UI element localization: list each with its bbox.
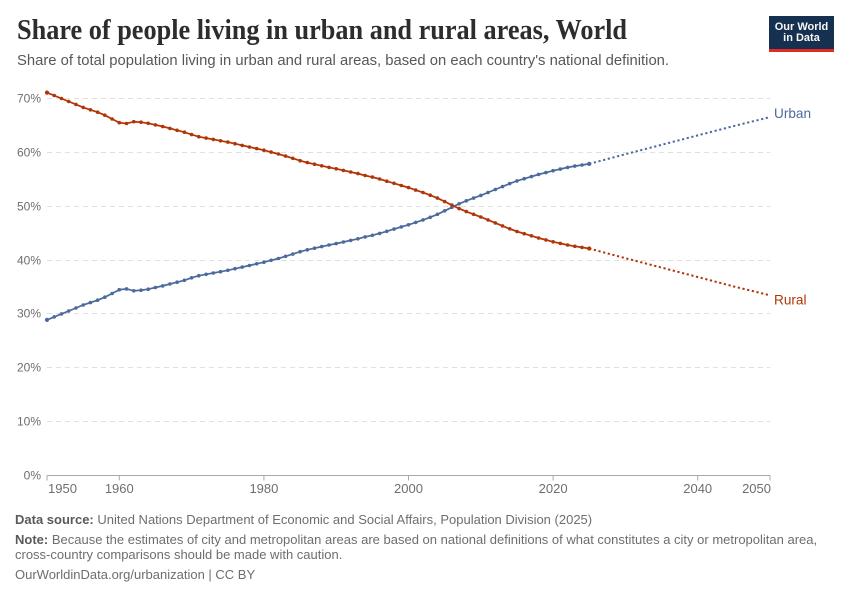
svg-text:1950: 1950 bbox=[48, 481, 77, 496]
svg-text:1980: 1980 bbox=[249, 481, 278, 496]
svg-text:10%: 10% bbox=[17, 415, 41, 429]
svg-text:60%: 60% bbox=[17, 146, 41, 160]
svg-text:0%: 0% bbox=[24, 469, 42, 483]
svg-text:30%: 30% bbox=[17, 307, 41, 321]
svg-text:Rural: Rural bbox=[774, 293, 806, 308]
svg-text:40%: 40% bbox=[17, 254, 41, 268]
svg-text:1960: 1960 bbox=[105, 481, 134, 496]
svg-text:2000: 2000 bbox=[394, 481, 423, 496]
svg-text:Urban: Urban bbox=[774, 106, 811, 121]
svg-text:2020: 2020 bbox=[539, 481, 568, 496]
svg-text:20%: 20% bbox=[17, 361, 41, 375]
svg-text:70%: 70% bbox=[17, 92, 41, 106]
svg-text:2040: 2040 bbox=[683, 481, 712, 496]
svg-text:2050: 2050 bbox=[742, 481, 771, 496]
svg-text:50%: 50% bbox=[17, 200, 41, 214]
